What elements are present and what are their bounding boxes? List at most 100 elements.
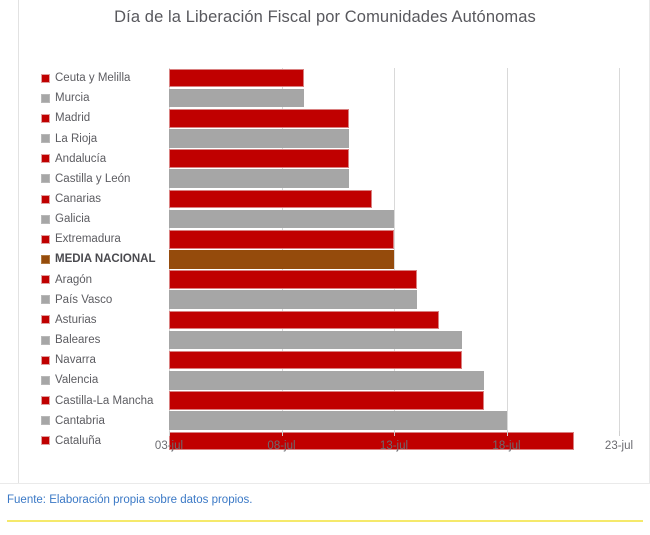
category-label: Madrid xyxy=(55,112,91,125)
legend-swatch-icon xyxy=(41,375,50,385)
footer-divider-bottom xyxy=(7,520,643,522)
legend-swatch-icon xyxy=(41,113,50,123)
category-label: Castilla-La Mancha xyxy=(55,394,154,407)
bar[interactable] xyxy=(169,189,372,209)
bar-row[interactable] xyxy=(169,88,619,108)
bar[interactable] xyxy=(169,68,304,88)
category-label-row: Castilla-La Mancha xyxy=(19,391,169,411)
category-label-row: Castilla y León xyxy=(19,169,169,189)
legend-swatch-icon xyxy=(41,194,50,204)
category-label-row: Asturias xyxy=(19,310,169,330)
legend-swatch-icon xyxy=(41,355,50,365)
bar-row[interactable] xyxy=(169,350,619,370)
legend-swatch-icon xyxy=(41,73,50,83)
legend-swatch-icon xyxy=(41,295,50,305)
category-label: MEDIA NACIONAL xyxy=(55,253,156,266)
gridline xyxy=(619,68,620,431)
axis-tick-label: 08-jul xyxy=(267,440,296,452)
axis-tick-label: 18-jul xyxy=(492,440,521,452)
bar[interactable] xyxy=(169,250,394,269)
category-label-row: Baleares xyxy=(19,330,169,350)
footer-divider-top xyxy=(0,483,650,484)
legend-swatch-icon xyxy=(41,315,50,325)
legend-swatch-icon xyxy=(41,154,50,164)
bar[interactable] xyxy=(169,350,462,370)
bar[interactable] xyxy=(169,88,304,108)
bar-row[interactable] xyxy=(169,229,619,249)
bar[interactable] xyxy=(169,129,349,148)
legend-swatch-icon xyxy=(41,93,50,103)
bar[interactable] xyxy=(169,431,574,451)
bar[interactable] xyxy=(169,330,462,350)
bar[interactable] xyxy=(169,109,349,128)
bar[interactable] xyxy=(169,209,394,229)
category-label: Galicia xyxy=(55,213,91,226)
category-label-row: La Rioja xyxy=(19,128,169,148)
category-label-row: Ceuta y Melilla xyxy=(19,68,169,88)
category-label: Cantabria xyxy=(55,414,105,427)
bar-series xyxy=(169,68,619,451)
chart-container: Día de la Liberación Fiscal por Comunida… xyxy=(18,0,650,483)
bar[interactable] xyxy=(169,371,484,390)
axis-tick-label: 13-jul xyxy=(379,440,409,452)
category-axis-labels: Ceuta y Melilla Murcia Madrid La Rioja Andal… xyxy=(19,68,169,447)
legend-swatch-icon xyxy=(41,254,50,264)
bar-row[interactable] xyxy=(169,431,619,451)
category-label: Asturias xyxy=(55,313,97,326)
category-label-row: Aragón xyxy=(19,270,169,290)
bar[interactable] xyxy=(169,229,394,249)
category-label-row: Navarra xyxy=(19,350,169,370)
legend-swatch-icon xyxy=(41,134,50,144)
category-label-row: Andalucía xyxy=(19,149,169,169)
bar-row[interactable] xyxy=(169,68,619,88)
category-label-row: Canarias xyxy=(19,189,169,209)
bar-row[interactable] xyxy=(169,270,619,290)
category-label: Cataluña xyxy=(55,434,102,447)
gridline xyxy=(394,68,395,431)
category-label-row: Galicia xyxy=(19,209,169,229)
gridline xyxy=(281,68,283,431)
legend-swatch-icon xyxy=(41,275,50,285)
legend-swatch-icon xyxy=(41,416,50,426)
chart-title: Día de la Liberación Fiscal por Comunida… xyxy=(114,8,536,26)
bar-row[interactable] xyxy=(169,370,619,390)
bar-row[interactable] xyxy=(169,108,619,128)
axis-tick-mark xyxy=(506,431,508,436)
category-label-row: País Vasco xyxy=(19,290,169,310)
category-label-row: Valencia xyxy=(19,370,169,390)
bar[interactable] xyxy=(169,310,439,330)
category-label: Murcia xyxy=(55,92,90,105)
axis-tick-mark xyxy=(619,431,620,436)
bar[interactable] xyxy=(169,391,484,410)
bar-row[interactable] xyxy=(169,209,619,229)
legend-swatch-icon xyxy=(41,396,50,406)
bar-row[interactable] xyxy=(169,310,619,330)
category-label: País Vasco xyxy=(55,293,113,306)
bar-row[interactable] xyxy=(169,169,619,189)
bar-row[interactable] xyxy=(169,411,619,431)
bar[interactable] xyxy=(169,270,417,289)
axis-tick-mark xyxy=(169,431,170,436)
category-label: Canarias xyxy=(55,193,102,206)
bar[interactable] xyxy=(169,290,417,309)
bar-row[interactable] xyxy=(169,249,619,269)
category-label: Navarra xyxy=(55,354,96,367)
category-label-row: Murcia xyxy=(19,88,169,108)
category-label: Baleares xyxy=(55,334,101,347)
bar-row[interactable] xyxy=(169,391,619,411)
bar-row[interactable] xyxy=(169,290,619,310)
category-label-row: Extremadura xyxy=(19,229,169,249)
bar-row[interactable] xyxy=(169,149,619,169)
bar[interactable] xyxy=(169,411,507,430)
axis-tick-label: 23-jul xyxy=(604,440,634,452)
bar[interactable] xyxy=(169,169,349,189)
plot-area xyxy=(169,68,620,451)
bar-row[interactable] xyxy=(169,128,619,148)
bar-row[interactable] xyxy=(169,330,619,350)
bar-row[interactable] xyxy=(169,189,619,209)
category-label-row: MEDIA NACIONAL xyxy=(19,249,169,269)
gridline xyxy=(506,68,508,431)
bar[interactable] xyxy=(169,149,349,168)
legend-swatch-icon xyxy=(41,174,50,184)
